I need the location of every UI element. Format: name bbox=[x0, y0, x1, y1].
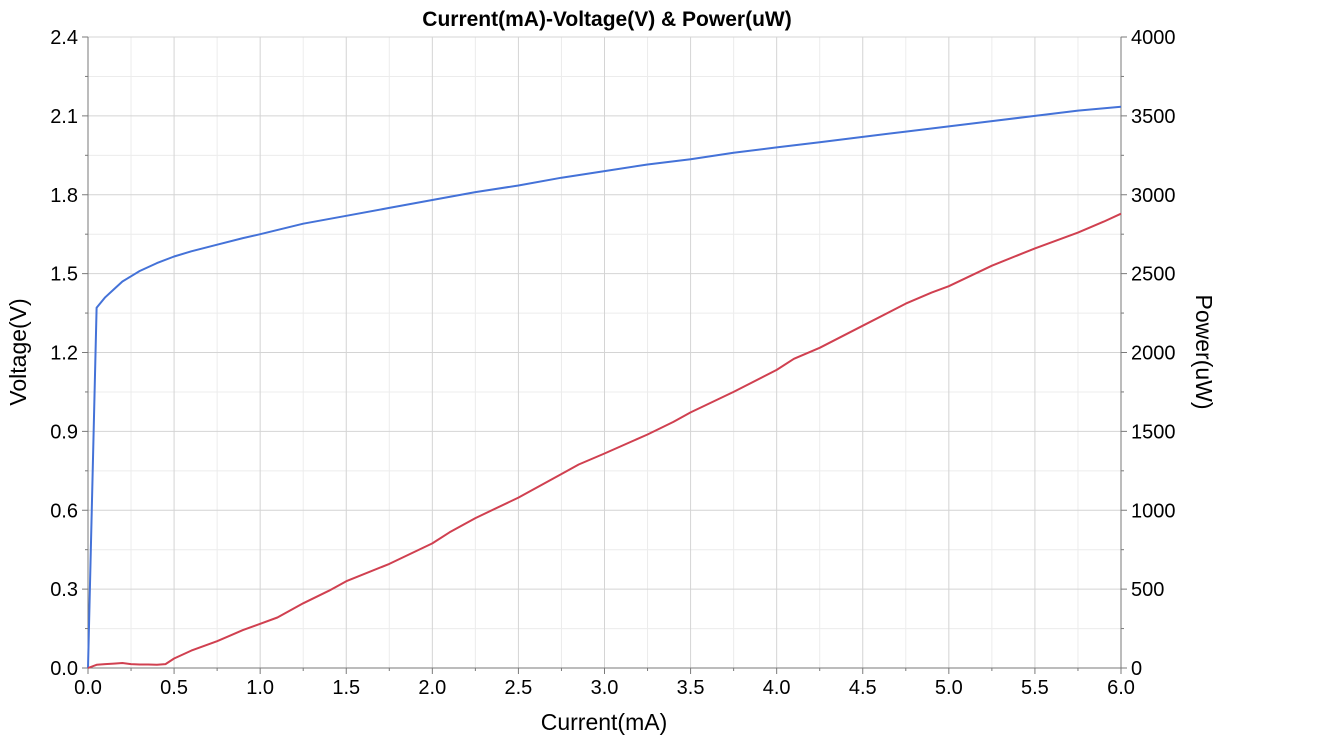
x-tick-label: 3.5 bbox=[677, 677, 705, 699]
x-tick-label: 4.0 bbox=[763, 677, 791, 699]
y-tick-label-left: 0.3 bbox=[50, 579, 78, 601]
x-tick-label: 2.0 bbox=[418, 677, 446, 699]
y-tick-label-left: 2.1 bbox=[50, 106, 78, 128]
y-tick-label-left: 1.8 bbox=[50, 185, 78, 207]
y-tick-label-left: 2.4 bbox=[50, 27, 78, 49]
axes bbox=[82, 36, 1127, 674]
y-axis-right-label: Power(uW) bbox=[1191, 294, 1217, 409]
y-tick-label-left: 0.0 bbox=[50, 658, 78, 680]
y-tick-label-left: 1.2 bbox=[50, 343, 78, 365]
series-line-voltage bbox=[87, 105, 1122, 669]
x-tick-label: 0.5 bbox=[160, 677, 188, 699]
series-group bbox=[87, 105, 1122, 669]
series-line-power bbox=[87, 212, 1122, 669]
y-tick-label-right: 3500 bbox=[1131, 106, 1176, 128]
y-tick-label-left: 0.9 bbox=[50, 421, 78, 443]
y-axis-left-label: Voltage(V) bbox=[5, 298, 31, 405]
x-tick-label: 5.5 bbox=[1021, 677, 1049, 699]
x-tick-label: 5.0 bbox=[935, 677, 963, 699]
x-tick-label: 1.0 bbox=[246, 677, 274, 699]
y-tick-label-left: 0.6 bbox=[50, 500, 78, 522]
y-tick-label-right: 4000 bbox=[1131, 27, 1176, 49]
x-axis-label: Current(mA) bbox=[541, 709, 668, 735]
y-tick-label-right: 2000 bbox=[1131, 343, 1176, 365]
y-tick-label-right: 500 bbox=[1131, 579, 1164, 601]
x-tick-label: 2.5 bbox=[505, 677, 533, 699]
x-tick-label: 0.0 bbox=[74, 677, 102, 699]
y-tick-label-right: 1000 bbox=[1131, 500, 1176, 522]
y-tick-label-right: 2500 bbox=[1131, 264, 1176, 286]
chart-title: Current(mA)-Voltage(V) & Power(uW) bbox=[422, 8, 791, 31]
y-tick-label-right: 0 bbox=[1131, 658, 1142, 680]
x-tick-label: 3.0 bbox=[591, 677, 619, 699]
x-tick-label: 4.5 bbox=[849, 677, 877, 699]
y-tick-label-right: 3000 bbox=[1131, 185, 1176, 207]
x-tick-label: 1.5 bbox=[332, 677, 360, 699]
x-tick-label: 6.0 bbox=[1107, 677, 1135, 699]
y-tick-label-right: 1500 bbox=[1131, 421, 1176, 443]
y-tick-label-left: 1.5 bbox=[50, 264, 78, 286]
tick-labels: 0.0 0.5 1.0 1.5 2.0 2.5 3.0 3.5 4.0 4.5 5.0 5.5 6.00… bbox=[50, 27, 1175, 699]
